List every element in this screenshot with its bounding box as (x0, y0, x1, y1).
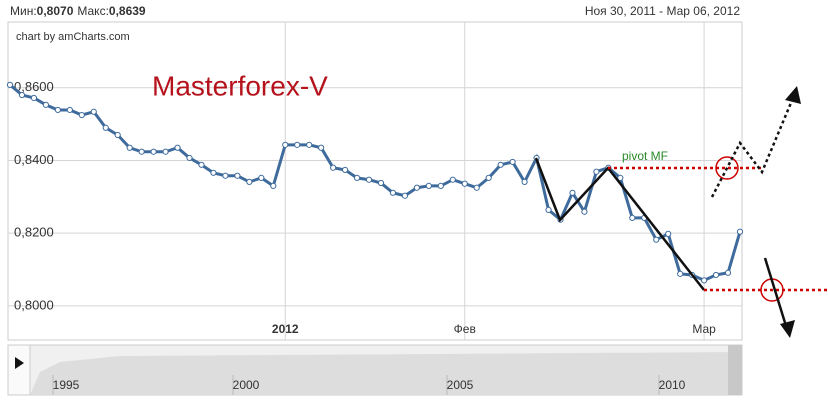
navigator-label: 1995 (53, 378, 80, 392)
point (485, 174, 492, 182)
max-value: 0,8639 (109, 4, 146, 18)
y-tick-label: 0,8200 (14, 225, 54, 240)
point (473, 184, 480, 191)
point (222, 172, 229, 179)
plot (6, 81, 744, 284)
point (282, 141, 289, 148)
min-value: 0,8070 (37, 4, 74, 18)
annotations (534, 86, 828, 338)
point (677, 270, 684, 277)
header-min: Мин:0,8070 Макс:0,8639 (10, 4, 146, 18)
point (461, 180, 468, 187)
point (78, 111, 85, 119)
navigator-label: 2010 (659, 378, 686, 392)
point (162, 148, 169, 155)
point (138, 148, 145, 155)
point (258, 174, 265, 182)
point (42, 101, 50, 108)
credit: chart by amCharts.com (16, 31, 130, 43)
arrow-head (780, 320, 795, 338)
point (318, 144, 325, 151)
y-tick-label: 0,8400 (14, 152, 54, 167)
point (521, 178, 528, 186)
point (330, 164, 337, 171)
point (545, 206, 552, 213)
point (126, 144, 133, 151)
zigzag (534, 157, 705, 291)
point (389, 189, 397, 196)
play-icon (15, 357, 24, 369)
chart-title: Masterforex-V (152, 70, 328, 101)
navigator-area (30, 352, 742, 395)
navigator-label: 2000 (233, 378, 260, 392)
navigator-labels: 1995 2000 2005 2010 (52, 375, 686, 395)
point (186, 154, 193, 162)
point (509, 158, 516, 166)
point (653, 236, 660, 243)
point (306, 141, 313, 148)
point (353, 174, 361, 182)
point (377, 179, 385, 187)
point (114, 131, 121, 139)
point (90, 108, 97, 115)
point (18, 91, 26, 99)
arrow-head (785, 86, 801, 104)
point (700, 277, 708, 284)
point (437, 182, 444, 190)
point (102, 124, 109, 131)
grid: 0,8000 0,8200 0,8400 0,8600 2012 Фев Мар (8, 22, 742, 340)
navigator (7, 344, 743, 396)
max-label: Макс: (77, 4, 109, 18)
point (724, 269, 732, 276)
x-tick-label: Мар (692, 322, 716, 336)
navigator-label: 2005 (447, 378, 474, 392)
point (581, 208, 588, 215)
point (365, 176, 373, 183)
point (413, 184, 420, 191)
point (210, 169, 217, 176)
point (198, 161, 205, 168)
min-label: Мин: (10, 4, 37, 18)
point (6, 81, 14, 88)
y-tick-label: 0,8000 (14, 297, 54, 312)
annotation: pivot MF (622, 149, 668, 163)
play-button[interactable] (7, 344, 31, 396)
navigator-selection[interactable] (728, 345, 742, 395)
point (270, 182, 277, 190)
point (30, 94, 38, 102)
point (449, 176, 456, 183)
point (54, 106, 61, 114)
point (150, 148, 157, 155)
point (712, 271, 720, 279)
point (66, 106, 73, 114)
pivot-circle (715, 156, 739, 180)
point (736, 228, 744, 235)
date-range: Ноя 30, 2011 - Мар 06, 2012 (585, 4, 741, 18)
point (246, 178, 253, 186)
point (497, 161, 504, 168)
point (629, 214, 636, 221)
point (617, 174, 624, 182)
dotted-arrow (710, 97, 795, 198)
arrow (763, 257, 788, 327)
y-tick-label: 0,8600 (14, 79, 54, 94)
x-tick-label: 2012 (272, 322, 299, 336)
x-tick-label: Фев (454, 322, 476, 336)
point (174, 144, 181, 151)
point (569, 189, 576, 196)
point (593, 168, 600, 175)
point (294, 141, 301, 148)
point (425, 182, 432, 190)
point (401, 192, 409, 199)
point (234, 172, 241, 179)
point (665, 230, 672, 237)
point (341, 166, 349, 174)
